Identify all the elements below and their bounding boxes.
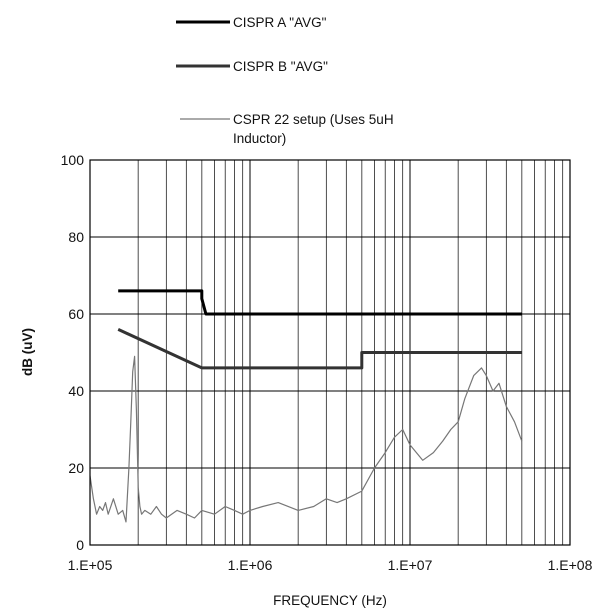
series-line-cspr22 <box>89 355 523 523</box>
x-tick-label: 1.E+06 <box>228 557 273 573</box>
y-axis-title: dB (uV) <box>20 328 35 376</box>
legend-label-line: CSPR 22 setup (Uses 5uH <box>233 112 394 127</box>
y-tick-label: 100 <box>61 152 85 168</box>
plot-area <box>89 159 571 546</box>
series-line-cispr-b <box>117 328 522 370</box>
y-tick-label: 0 <box>76 537 84 553</box>
x-tick-label: 1.E+07 <box>388 557 433 573</box>
series-group <box>89 289 523 523</box>
legend-label-cispr-b: CISPR B "AVG" <box>233 59 328 74</box>
y-tick-label: 40 <box>68 383 84 399</box>
y-tick-label: 60 <box>68 306 84 322</box>
x-axis-title: FREQUENCY (Hz) <box>273 593 387 608</box>
series-line-cispr-a <box>118 289 522 316</box>
x-tick-labels: 1.E+05 1.E+06 1.E+07 1.E+08 <box>68 557 593 573</box>
plot-frame <box>89 159 571 546</box>
legend: CISPR A "AVG" CISPR B "AVG" CSPR 22 setu… <box>176 15 394 146</box>
y-tick-label: 80 <box>68 229 84 245</box>
legend-label-cispr-a: CISPR A "AVG" <box>233 15 327 30</box>
y-tick-labels: 0 20 40 60 80 100 <box>61 152 85 553</box>
y-tick-label: 20 <box>68 460 84 476</box>
legend-label-cspr22: CSPR 22 setup (Uses 5uH Inductor) <box>233 112 394 146</box>
x-tick-label: 1.E+05 <box>68 557 113 573</box>
legend-label-line: Inductor) <box>233 131 286 146</box>
x-tick-label: 1.E+08 <box>548 557 593 573</box>
